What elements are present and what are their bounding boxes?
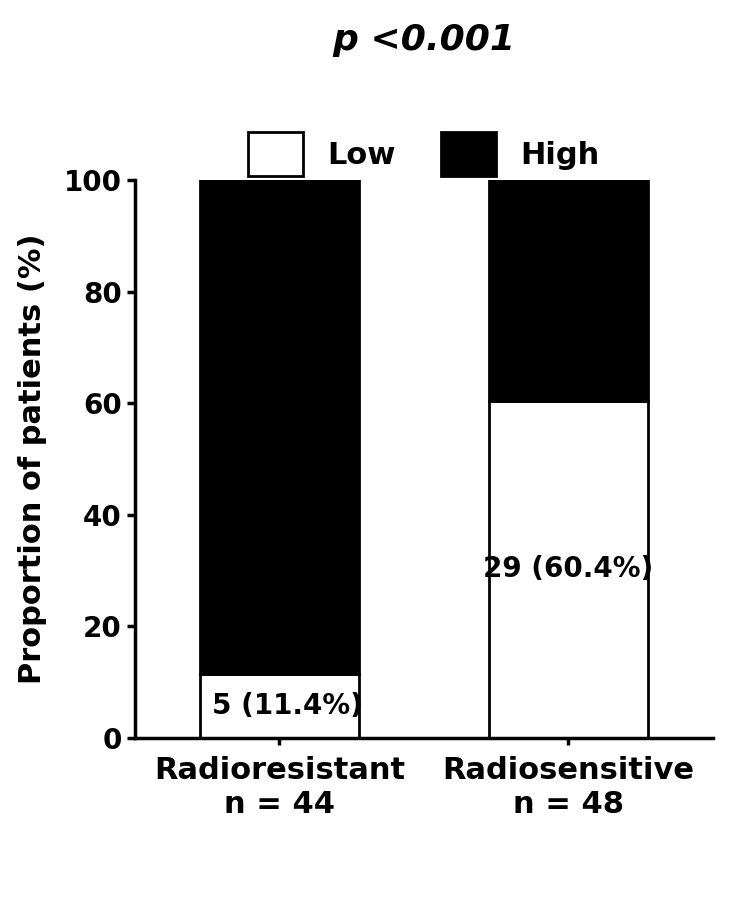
Y-axis label: Proportion of patients (%): Proportion of patients (%) [18, 234, 47, 684]
Bar [200, 180, 358, 674]
Bar [489, 180, 647, 401]
Text: 29 (60.4%): 29 (60.4%) [483, 555, 653, 583]
Text: p <0.001: p <0.001 [332, 23, 515, 58]
Text: 5 (11.4%): 5 (11.4%) [211, 692, 362, 720]
Bar [200, 674, 358, 738]
Bar [489, 401, 647, 738]
Legend: Low, High: Low, High [232, 117, 615, 191]
